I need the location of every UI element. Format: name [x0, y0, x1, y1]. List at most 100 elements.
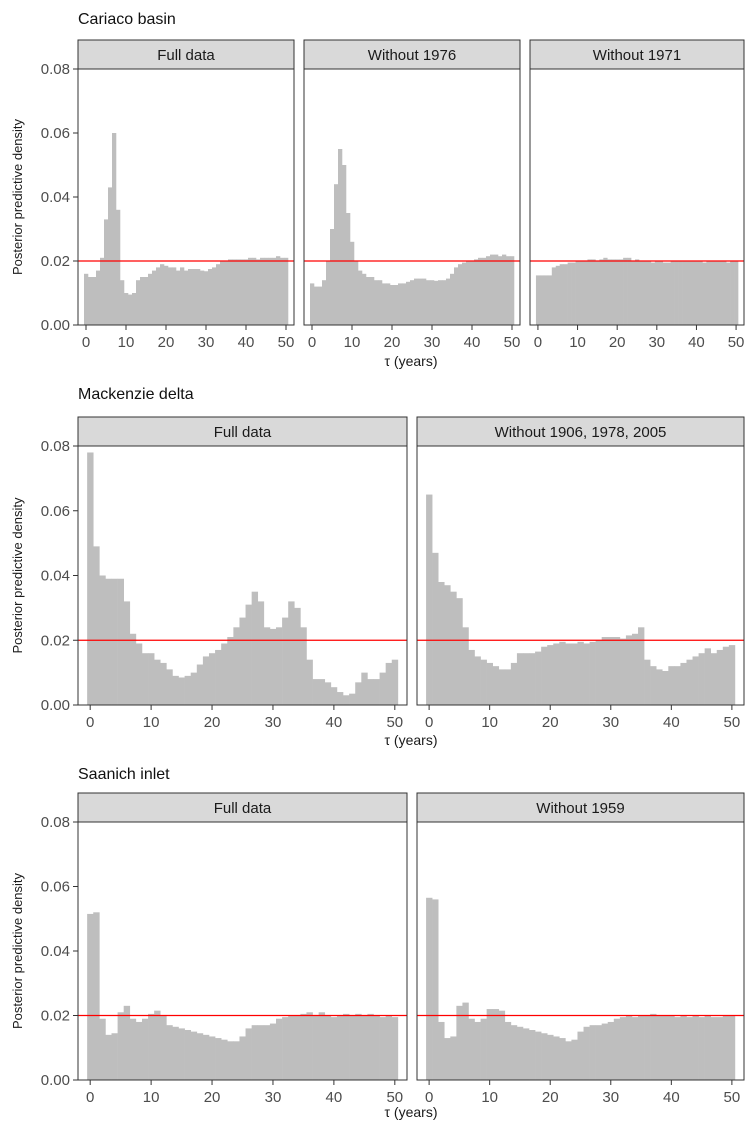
- histogram-bar: [674, 261, 679, 325]
- y-tick-label: 0.00: [41, 1072, 70, 1089]
- histogram-bar: [212, 267, 217, 325]
- histogram-bar: [324, 1015, 332, 1080]
- histogram-bar: [565, 643, 572, 705]
- histogram-bar: [589, 641, 596, 705]
- histogram-bar: [456, 598, 463, 705]
- histogram-bar: [233, 1041, 240, 1080]
- histogram-bar: [120, 280, 125, 325]
- histogram-bar: [486, 1009, 493, 1080]
- histogram-bar: [251, 1025, 259, 1080]
- histogram-bar: [494, 254, 499, 325]
- histogram-bar: [239, 617, 246, 705]
- histogram-bar: [391, 1017, 399, 1080]
- histogram-bar: [432, 552, 439, 705]
- histogram-bar: [144, 277, 149, 325]
- x-tick-label: 10: [143, 714, 160, 731]
- histogram-bar: [330, 229, 335, 325]
- histogram-bar: [330, 687, 338, 705]
- x-tick-label: 40: [464, 334, 481, 351]
- x-tick-label: 0: [86, 1089, 94, 1106]
- panel-border: [303, 68, 521, 326]
- histogram-bar: [579, 261, 584, 325]
- histogram-bar: [551, 267, 557, 325]
- histogram-bar: [135, 1021, 143, 1080]
- histogram-bar: [366, 277, 371, 325]
- histogram-bar: [444, 1038, 451, 1080]
- x-tick-label: 20: [609, 334, 626, 351]
- histogram-bar: [426, 280, 431, 325]
- histogram-bar: [571, 643, 578, 705]
- histogram-bar: [478, 257, 483, 325]
- histogram-bar: [662, 671, 669, 705]
- histogram-bar: [282, 617, 289, 705]
- histogram-bar: [468, 1018, 475, 1080]
- histogram-bar: [129, 1018, 137, 1080]
- histogram-bar: [180, 267, 185, 325]
- x-tick-label: 0: [534, 334, 542, 351]
- histogram-bar: [160, 264, 165, 325]
- histogram-bar: [239, 1036, 246, 1080]
- histogram-bar: [426, 494, 433, 705]
- histogram-bar: [535, 275, 541, 325]
- histogram-bar: [516, 653, 524, 705]
- x-tick-label: 10: [481, 714, 498, 731]
- histogram-bar: [595, 261, 600, 325]
- panel-strip: [416, 416, 745, 447]
- panel-border: [416, 445, 745, 706]
- histogram-bar: [635, 259, 640, 325]
- histogram-bar: [136, 280, 141, 325]
- histogram-bar: [553, 643, 560, 705]
- histogram-bar: [178, 1028, 185, 1080]
- x-tick-label: 0: [308, 334, 316, 351]
- histogram-bar: [623, 257, 628, 325]
- x-tick-label: 30: [424, 334, 441, 351]
- x-tick-label: 40: [326, 714, 343, 731]
- histogram-bar: [662, 262, 668, 325]
- histogram-bar: [141, 1018, 149, 1080]
- histogram-bar: [502, 254, 507, 325]
- histogram-bar: [422, 278, 427, 325]
- histogram-bar: [510, 1025, 518, 1080]
- histogram-bar: [480, 659, 487, 705]
- histogram-bar: [654, 261, 660, 325]
- histogram-bar: [318, 286, 323, 325]
- histogram-bar: [221, 643, 228, 705]
- histogram-bar: [571, 1039, 578, 1080]
- histogram-bar: [111, 578, 118, 705]
- histogram-bar: [141, 653, 149, 705]
- histogram-bar: [96, 270, 101, 325]
- histogram-bar: [426, 897, 433, 1080]
- histogram-bar: [642, 261, 648, 325]
- histogram-bar: [367, 679, 374, 705]
- x-axis-label: τ (years): [385, 1104, 438, 1120]
- histogram-bar: [276, 627, 283, 705]
- histogram-bar: [446, 278, 451, 325]
- histogram-bar: [444, 585, 451, 705]
- histogram-bar: [132, 293, 137, 325]
- histogram-bar: [312, 1015, 319, 1080]
- histogram-bar: [288, 601, 295, 705]
- histogram-bar: [680, 1015, 687, 1080]
- histogram-bar: [172, 267, 177, 325]
- y-tick-label: 0.04: [41, 943, 70, 960]
- histogram-bar: [154, 659, 161, 705]
- histogram-bar: [216, 264, 221, 325]
- x-tick-label: 50: [278, 334, 295, 351]
- histogram-bar: [710, 1017, 718, 1080]
- histogram-bar: [456, 1005, 463, 1080]
- histogram-bar: [474, 1021, 481, 1080]
- histogram-bar: [650, 262, 656, 325]
- histogram-bar: [105, 578, 112, 705]
- histogram-bar: [607, 1021, 615, 1080]
- histogram-bar: [154, 1010, 161, 1080]
- histogram-bar: [244, 259, 249, 325]
- histogram-bar: [300, 1013, 307, 1080]
- histogram-bar: [698, 1017, 705, 1080]
- y-tick-label: 0.02: [41, 632, 70, 649]
- histogram-bar: [386, 283, 391, 325]
- panel-strip-label: Full data: [214, 424, 272, 441]
- histogram-bar: [111, 1033, 118, 1080]
- histogram-bar: [310, 283, 315, 325]
- histogram-bar: [591, 259, 596, 325]
- histogram-bar: [492, 666, 500, 705]
